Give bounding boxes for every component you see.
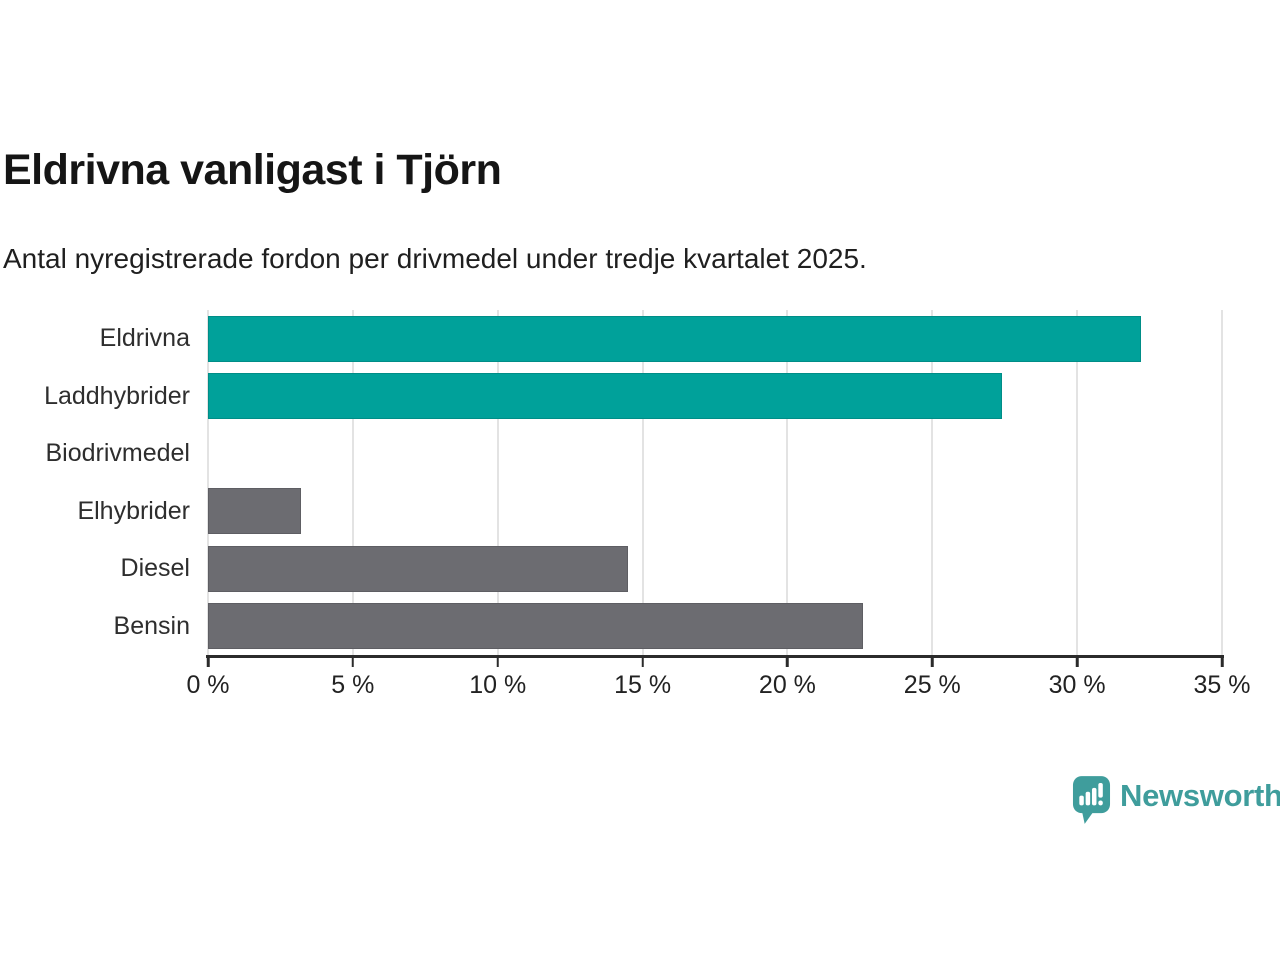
chart-row-bensin: Bensin [0,598,1280,656]
category-label-laddhybrider: Laddhybrider [44,381,190,410]
x-axis-line [206,655,1224,658]
newsworthy-logo[interactable]: Newsworthy [1072,775,1280,825]
category-label-elhybrider: Elhybrider [77,496,190,525]
bar-track [208,310,1222,368]
gridline-30 [1076,310,1079,655]
x-tick-label-0: 0 % [186,671,230,699]
x-tick-15 [641,658,644,667]
bar-eldrivna [208,315,1141,362]
x-tick-30 [1075,658,1079,667]
chart-row-elhybrider: Elhybrider [0,483,1280,541]
page-title: Eldrivna vanligast i Tjörn [3,146,502,194]
x-tick-5 [351,658,355,667]
newsworthy-bubble-icon [1072,776,1111,824]
chart-row-diesel: Diesel [0,540,1280,598]
bar-track [208,598,1222,656]
gridline-5 [351,310,354,655]
bar-diesel [208,545,629,592]
gridline-35 [1221,310,1223,655]
plot-area [207,310,1223,655]
bar-track [208,425,1222,483]
gridline-15 [641,310,644,655]
x-tick-25 [931,658,934,667]
category-label-eldrivna: Eldrivna [99,324,190,353]
category-label-biodrivmedel: Biodrivmedel [45,439,190,468]
x-tick-label-15: 15 % [614,671,672,699]
x-tick-label-20: 20 % [758,671,816,699]
bar-laddhybrider [208,373,1002,420]
gridline-20 [786,310,789,655]
bar-track [208,483,1222,541]
bar-chart: Eldrivna Laddhybrider Biodrivmedel Elhybrid… [0,310,1280,710]
chart-subtitle: Antal nyregistrerade fordon per drivmede… [3,243,867,274]
x-tick-label-30: 30 % [1048,671,1106,699]
chart-row-eldrivna: Eldrivna [0,310,1280,368]
x-tick-35 [1220,658,1224,667]
bar-elhybrider [208,488,301,535]
gridline-25 [931,310,934,655]
category-label-diesel: Diesel [120,554,190,583]
bar-bensin [208,603,863,650]
x-tick-0 [206,658,210,667]
x-tick-label-5: 5 % [331,671,375,699]
bar-track [208,368,1222,426]
chart-row-biodrivmedel: Biodrivmedel [0,425,1280,483]
newsworthy-wordmark: Newsworthy [1120,778,1280,813]
x-tick-20 [786,658,789,667]
x-tick-label-35: 35 % [1193,671,1251,699]
category-label-bensin: Bensin [113,611,190,640]
gridline-10 [496,310,499,655]
x-tick-label-10: 10 % [469,671,527,699]
x-tick-10 [496,658,499,667]
x-tick-label-25: 25 % [903,671,961,699]
gridline-0 [207,310,209,655]
chart-row-laddhybrider: Laddhybrider [0,368,1280,426]
bar-track [208,540,1222,598]
